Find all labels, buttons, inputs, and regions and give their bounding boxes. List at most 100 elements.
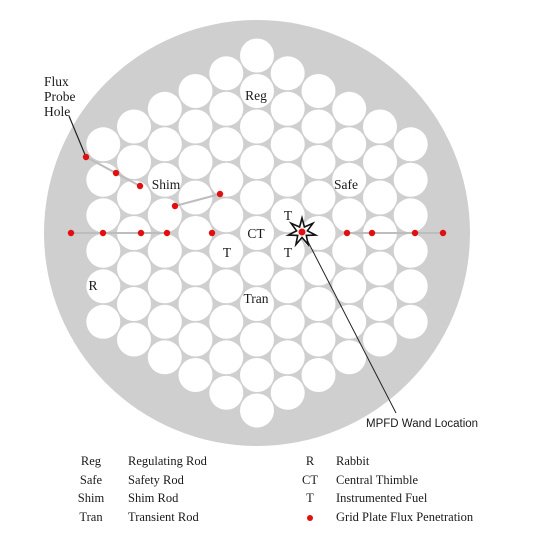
fuel-hole: [240, 322, 274, 357]
legend-desc: Shim Rod: [128, 491, 179, 505]
flux-penetration-dot: [82, 153, 90, 161]
fuel-hole: [147, 340, 182, 375]
legend-abbr: Shim: [77, 491, 105, 505]
flux-penetration-dot: [411, 229, 419, 237]
fuel-hole: [332, 269, 367, 304]
flux-penetration-dot: [67, 229, 75, 237]
fuel-hole: [363, 180, 397, 215]
fuel-hole: [209, 198, 244, 233]
fuel-hole: [393, 162, 428, 197]
flux-penetration-dot: [163, 229, 171, 237]
fuel-hole: [240, 109, 274, 144]
flux-penetration-dot: [99, 229, 107, 237]
ct-label: CT: [247, 226, 265, 241]
fuel-hole: [178, 358, 213, 392]
fuel-hole: [86, 127, 121, 162]
fuel-hole: [86, 162, 121, 197]
fuel-hole: [117, 109, 151, 144]
fuel-hole: [209, 56, 244, 91]
fuel-hole: [178, 287, 213, 321]
tran-label: Tran: [243, 291, 268, 306]
fuel-hole: [209, 127, 244, 162]
fuel-hole: [240, 38, 274, 73]
legend-desc: Rabbit: [336, 454, 370, 468]
fuel-hole: [332, 91, 367, 126]
fuel-hole: [332, 162, 367, 197]
legend-row: R Rabbit: [298, 452, 473, 471]
fuel-hole: [147, 127, 182, 162]
fuel-hole: [270, 56, 305, 91]
flux-penetration-dot: [216, 190, 224, 198]
fuel-hole: [270, 269, 305, 304]
fuel-hole: [209, 304, 244, 339]
reg-label: Reg: [245, 88, 267, 103]
mpfd-label: MPFD Wand Location: [366, 418, 478, 430]
legend-row: Safe Safety Rod: [70, 471, 207, 490]
fuel-hole: [240, 74, 274, 108]
fuel-hole: [240, 393, 274, 428]
rabbit-label: R: [88, 278, 97, 293]
fuel-hole: [332, 233, 367, 268]
fuel-hole: [178, 216, 213, 250]
flux-probe-label-1: Flux: [44, 74, 69, 89]
fuel-hole: [332, 340, 367, 375]
fuel-hole: [178, 109, 213, 144]
fuel-hole: [270, 304, 305, 339]
fuel-hole: [147, 304, 182, 339]
fuel-hole: [209, 375, 244, 410]
fuel-hole: [209, 91, 244, 126]
flux-penetration-dot: [171, 202, 179, 210]
legend-row: Grid Plate Flux Penetration: [298, 508, 473, 527]
flux-probe-label-2: Probe: [44, 89, 76, 104]
fuel-hole: [270, 340, 305, 375]
fuel-hole: [240, 287, 274, 321]
fuel-hole: [209, 269, 244, 304]
fuel-hole: [86, 269, 121, 304]
fuel-hole: [178, 74, 213, 108]
fuel-hole: [301, 145, 336, 179]
mpfd-leader-line: [302, 231, 397, 414]
fuel-hole: [117, 180, 151, 215]
flux-penetration-dot: [368, 229, 376, 237]
legend-abbr: Reg: [80, 454, 102, 468]
fuel-hole: [117, 251, 151, 286]
legend-abbr: Safe: [79, 472, 103, 487]
central-thimble-hole: [240, 216, 274, 250]
penetration-dot-icon: [298, 508, 322, 527]
legend-desc: Transient Rod: [128, 509, 199, 524]
safe-label: Safe: [334, 177, 358, 192]
fuel-hole: [270, 91, 305, 126]
fuel-hole: [147, 269, 182, 304]
legend-abbr: CT: [302, 472, 318, 487]
fuel-hole: [301, 180, 336, 215]
fuel-hole: [209, 340, 244, 375]
flux-penetration-dot: [439, 229, 447, 237]
flux-penetration-dots: [67, 153, 447, 237]
flux-penetration-dot: [112, 169, 120, 177]
mpfd-center-dot: [298, 228, 306, 236]
fuel-hole: [301, 322, 336, 357]
fuel-hole: [86, 304, 121, 339]
fuel-hole: [117, 322, 151, 357]
legend-desc: Safety Rod: [128, 472, 184, 487]
fuel-hole: [240, 180, 274, 215]
fuel-hole: [332, 198, 367, 233]
fuel-hole-grid: [86, 38, 428, 428]
fuel-hole: [117, 145, 151, 179]
fuel-hole: [363, 322, 397, 357]
fuel-hole: [301, 109, 336, 144]
legend-row: CT Central Thimble: [298, 471, 473, 490]
legend-abbr: T: [306, 491, 314, 505]
fuel-hole: [393, 269, 428, 304]
legend-left: Reg Regulating Rod Safe Safety Rod Shim Shi…: [70, 452, 207, 526]
fuel-hole: [301, 74, 336, 108]
t-top-label: T: [284, 208, 293, 223]
flux-penetration-dot: [137, 229, 145, 237]
fuel-hole: [363, 145, 397, 179]
fuel-hole: [147, 162, 182, 197]
fuel-hole: [178, 145, 213, 179]
flux-probe-leader-line: [68, 115, 87, 158]
fuel-hole: [86, 233, 121, 268]
fuel-hole: [240, 358, 274, 392]
